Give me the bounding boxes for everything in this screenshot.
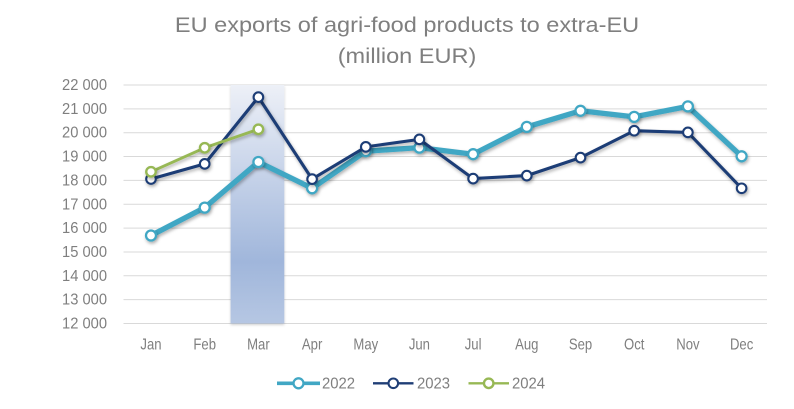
svg-text:Jul: Jul — [465, 336, 482, 353]
svg-text:(million EUR): (million EUR) — [338, 44, 477, 68]
svg-text:17 000: 17 000 — [62, 196, 107, 214]
svg-text:20 000: 20 000 — [62, 124, 107, 142]
svg-text:Jun: Jun — [409, 336, 430, 353]
svg-text:16 000: 16 000 — [62, 220, 107, 238]
svg-text:2024: 2024 — [512, 375, 545, 393]
svg-text:12 000: 12 000 — [62, 315, 107, 333]
svg-text:EU exports of agri-food produc: EU exports of agri-food products to extr… — [175, 13, 639, 37]
svg-text:Dec: Dec — [730, 336, 753, 353]
svg-text:Oct: Oct — [624, 336, 644, 353]
svg-text:15 000: 15 000 — [62, 243, 107, 261]
svg-text:19 000: 19 000 — [62, 148, 107, 166]
svg-text:2022: 2022 — [322, 375, 355, 393]
svg-text:Apr: Apr — [302, 336, 323, 353]
svg-text:Feb: Feb — [193, 336, 216, 353]
svg-text:Aug: Aug — [515, 336, 538, 353]
svg-text:2023: 2023 — [417, 375, 450, 393]
svg-text:Mar: Mar — [247, 336, 270, 353]
svg-text:Jan: Jan — [140, 336, 161, 353]
svg-text:13 000: 13 000 — [62, 291, 107, 309]
svg-text:21 000: 21 000 — [62, 100, 107, 118]
svg-text:Nov: Nov — [676, 336, 700, 353]
svg-text:Sep: Sep — [569, 336, 592, 353]
svg-text:18 000: 18 000 — [62, 172, 107, 190]
svg-text:22 000: 22 000 — [62, 76, 107, 94]
svg-text:14 000: 14 000 — [62, 267, 107, 285]
svg-text:May: May — [353, 336, 378, 353]
